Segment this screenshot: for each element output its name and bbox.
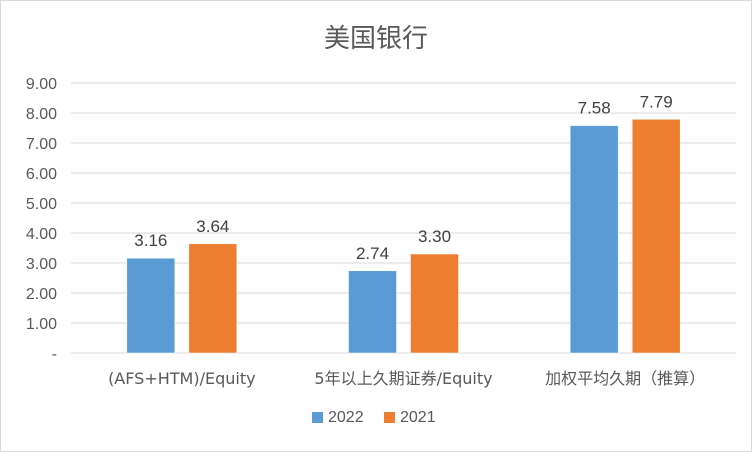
bar-2021	[410, 253, 459, 354]
bars	[126, 119, 681, 354]
bar-2021	[188, 243, 238, 354]
bar-2022	[348, 270, 397, 354]
legend-label: 2021	[400, 409, 436, 426]
data-label: 2.74	[356, 244, 389, 263]
data-label: 7.58	[578, 99, 611, 118]
data-label: 3.30	[418, 227, 451, 246]
x-axis-categories: (AFS+HTM)/Equity 5年以上久期证券/Equity 加权平均久期（推算…	[108, 369, 705, 388]
x-category-label: 加权平均久期（推算）	[545, 369, 705, 388]
legend-swatch-2021	[384, 412, 395, 423]
bar-2022	[126, 257, 176, 354]
gridlines	[71, 82, 736, 354]
data-label: 3.64	[196, 217, 229, 236]
y-axis-ticks: - 1.00 2.00 3.00 4.00 5.00 6.00 7.00 8.00 9.00	[26, 76, 57, 363]
y-tick-label: 1.00	[26, 316, 57, 333]
y-tick-label: 6.00	[26, 166, 57, 183]
y-tick-label: 4.00	[26, 226, 57, 243]
bar-2022	[569, 125, 619, 354]
y-tick-label: 8.00	[26, 106, 57, 123]
y-tick-label: 9.00	[26, 76, 57, 93]
x-category-label: (AFS+HTM)/Equity	[108, 369, 256, 388]
y-tick-label: 2.00	[26, 286, 57, 303]
data-labels: 3.16 3.64 2.74 3.30 7.58 7.79	[134, 92, 672, 262]
data-label: 3.16	[134, 231, 167, 250]
x-category-label: 5年以上久期证券/Equity	[314, 369, 492, 388]
bar-2021	[631, 119, 681, 354]
data-label: 7.79	[640, 92, 673, 111]
legend-swatch-2022	[312, 412, 323, 423]
chart-title: 美国银行	[324, 24, 428, 54]
y-tick-label: -	[52, 346, 57, 363]
legend-label: 2022	[328, 409, 364, 426]
y-tick-label: 5.00	[26, 196, 57, 213]
legend: 2022 2021	[312, 409, 436, 426]
y-tick-label: 7.00	[26, 136, 57, 153]
y-tick-label: 3.00	[26, 256, 57, 273]
